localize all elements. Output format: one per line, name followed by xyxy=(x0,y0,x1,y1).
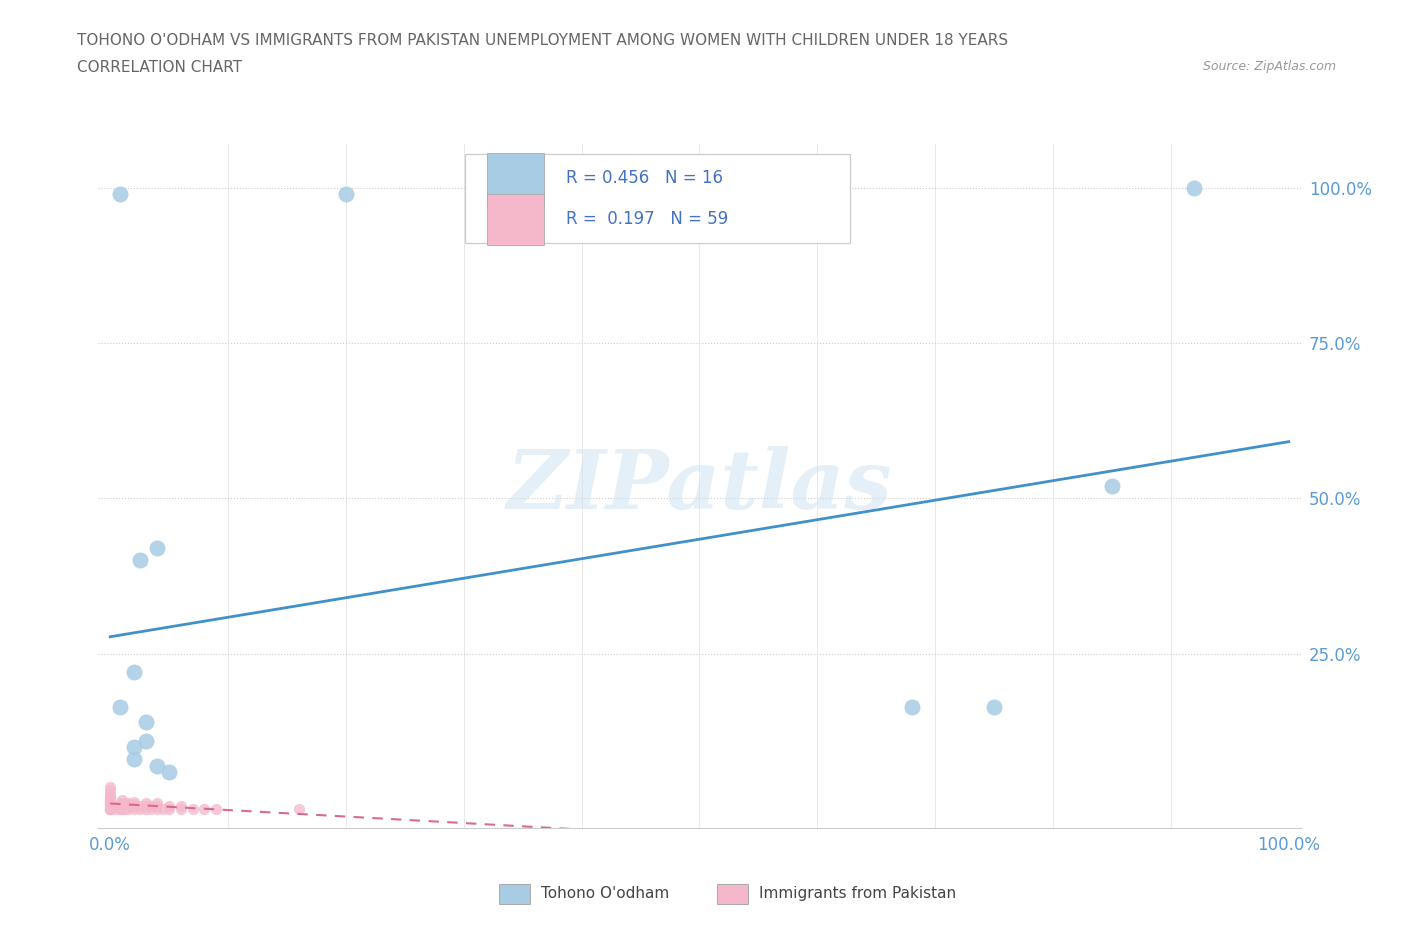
Point xyxy=(105,799,128,814)
Point xyxy=(111,797,134,812)
Point xyxy=(98,794,121,809)
Point xyxy=(112,802,135,817)
Point xyxy=(146,758,169,773)
Point xyxy=(98,795,121,810)
Point xyxy=(98,786,121,801)
Text: Source: ZipAtlas.com: Source: ZipAtlas.com xyxy=(1202,60,1336,73)
Point xyxy=(128,799,150,814)
Point xyxy=(1101,479,1123,494)
Point xyxy=(98,797,121,812)
Point xyxy=(193,802,215,817)
Point xyxy=(157,799,180,814)
Point xyxy=(98,790,121,805)
Point xyxy=(146,540,169,555)
Point xyxy=(98,780,121,795)
Point xyxy=(983,699,1005,714)
Point xyxy=(105,802,128,817)
Point xyxy=(135,714,157,729)
Point xyxy=(111,802,134,817)
Text: Immigrants from Pakistan: Immigrants from Pakistan xyxy=(759,886,956,901)
Point xyxy=(98,802,121,817)
Point xyxy=(122,797,145,812)
Point xyxy=(170,799,193,814)
Point xyxy=(146,799,169,814)
Text: ZIPatlas: ZIPatlas xyxy=(506,445,893,526)
Point xyxy=(157,802,180,817)
Point xyxy=(111,795,134,810)
Point xyxy=(111,799,134,814)
Text: TOHONO O'ODHAM VS IMMIGRANTS FROM PAKISTAN UNEMPLOYMENT AMONG WOMEN WITH CHILDRE: TOHONO O'ODHAM VS IMMIGRANTS FROM PAKIST… xyxy=(77,33,1008,47)
Bar xyxy=(486,153,544,204)
Point xyxy=(146,795,169,810)
Point xyxy=(152,802,174,817)
Point xyxy=(98,795,121,810)
Point xyxy=(98,792,121,807)
Point xyxy=(900,699,922,714)
Point xyxy=(157,764,180,779)
Point xyxy=(288,802,311,817)
Text: CORRELATION CHART: CORRELATION CHART xyxy=(77,60,242,75)
Point xyxy=(135,795,157,810)
Point xyxy=(122,799,145,814)
Point xyxy=(98,799,121,814)
Text: R =  0.197   N = 59: R = 0.197 N = 59 xyxy=(567,210,728,228)
Point xyxy=(98,802,121,817)
Text: Tohono O'odham: Tohono O'odham xyxy=(541,886,669,901)
Point xyxy=(181,802,204,817)
Point xyxy=(98,790,121,804)
Point xyxy=(141,799,163,814)
Point xyxy=(98,802,121,817)
Point xyxy=(335,186,357,201)
Point xyxy=(122,751,145,766)
Point xyxy=(117,797,139,812)
Point xyxy=(98,792,121,807)
Point xyxy=(117,795,139,810)
Point xyxy=(122,802,145,817)
Point xyxy=(117,799,139,814)
Point xyxy=(141,802,163,817)
Point xyxy=(122,665,145,680)
Point xyxy=(146,802,169,817)
Point xyxy=(108,797,131,812)
Point xyxy=(117,802,139,817)
Point xyxy=(108,699,131,714)
Point xyxy=(98,790,121,804)
Point xyxy=(108,799,131,814)
Point xyxy=(111,792,134,807)
Text: R = 0.456   N = 16: R = 0.456 N = 16 xyxy=(567,169,723,188)
Point xyxy=(205,802,228,817)
Point xyxy=(170,802,193,817)
Point xyxy=(98,802,121,817)
Point xyxy=(108,802,131,817)
Bar xyxy=(486,193,544,245)
Point xyxy=(98,799,121,814)
Point xyxy=(135,799,157,814)
Point xyxy=(135,733,157,748)
Point xyxy=(98,797,121,812)
Point xyxy=(122,794,145,809)
Point xyxy=(1184,180,1206,195)
Point xyxy=(128,553,150,568)
Point xyxy=(98,783,121,798)
Point xyxy=(128,802,150,817)
Bar xyxy=(465,154,849,244)
Point xyxy=(112,799,135,814)
Point xyxy=(122,739,145,754)
Point xyxy=(98,802,121,817)
Point xyxy=(108,186,131,201)
Point xyxy=(135,802,157,817)
